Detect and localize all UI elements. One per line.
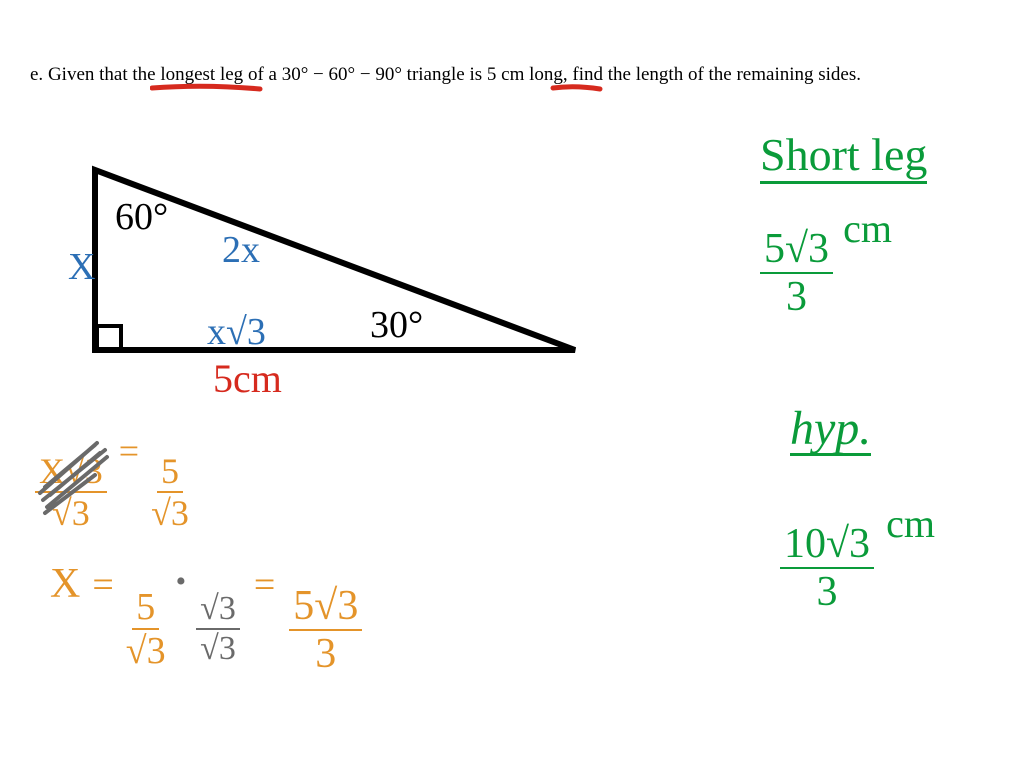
hyp-den: 3 [817, 569, 838, 613]
equals-3: = [244, 564, 285, 606]
hyp-unit: cm [878, 501, 935, 546]
equals-1: = [111, 431, 147, 471]
eq2-c-num: 5√3 [289, 585, 362, 631]
eq2-c-den: 3 [315, 631, 336, 675]
eq1-right-num: 5 [157, 453, 183, 493]
triangle-diagram [55, 150, 595, 390]
problem-mid1: of a 30° − 60° − 90° triangle is [243, 64, 487, 85]
underline-longest-leg [150, 82, 265, 96]
angle-60: 60° [115, 195, 168, 239]
problem-underlined2: 5 [487, 64, 497, 85]
problem-prefix: Given that the [48, 64, 160, 85]
short-leg-answer: 5√3 3 cm [760, 205, 892, 318]
eq1-right-den: √3 [151, 493, 189, 531]
underline-five [550, 82, 605, 96]
scribble-cancel [35, 435, 115, 520]
dot-icon: • [170, 565, 193, 598]
eq2-x: X [50, 561, 80, 607]
short-den: 3 [786, 274, 807, 318]
eq2-a-num: 5 [132, 588, 159, 630]
hyp-title: hyp. [790, 405, 871, 456]
short-unit: cm [837, 206, 892, 251]
equals-2: = [84, 564, 121, 606]
eq2-b-num: √3 [196, 592, 240, 630]
problem-label: e. [30, 64, 43, 85]
short-num: 5√3 [760, 228, 833, 274]
angle-30: 30° [370, 303, 423, 347]
equation-2: X = 5 √3 • √3 √3 = 5√3 3 [50, 560, 362, 675]
eq2-b-den: √3 [200, 630, 236, 666]
short-leg-title: Short leg [760, 130, 927, 184]
hypotenuse-2x: 2x [222, 228, 260, 272]
hyp-answer: 10√3 3 cm [780, 500, 935, 613]
base-xroot3: x√3 [207, 310, 266, 354]
short-leg-x: X [68, 245, 95, 289]
given-5cm: 5cm [213, 355, 282, 402]
eq2-a-den: √3 [126, 630, 166, 670]
hyp-num: 10√3 [780, 523, 874, 569]
